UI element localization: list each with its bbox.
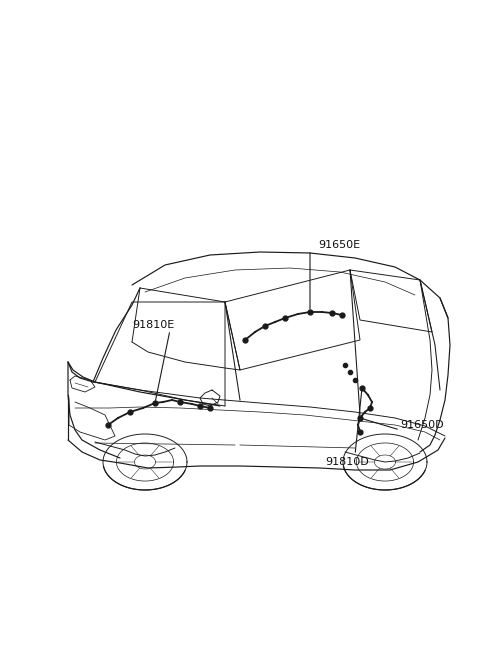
Text: 91650E: 91650E [318, 240, 360, 250]
Text: 91810E: 91810E [132, 320, 174, 330]
Text: 91810D: 91810D [325, 457, 369, 467]
Text: 91650D: 91650D [400, 420, 444, 430]
